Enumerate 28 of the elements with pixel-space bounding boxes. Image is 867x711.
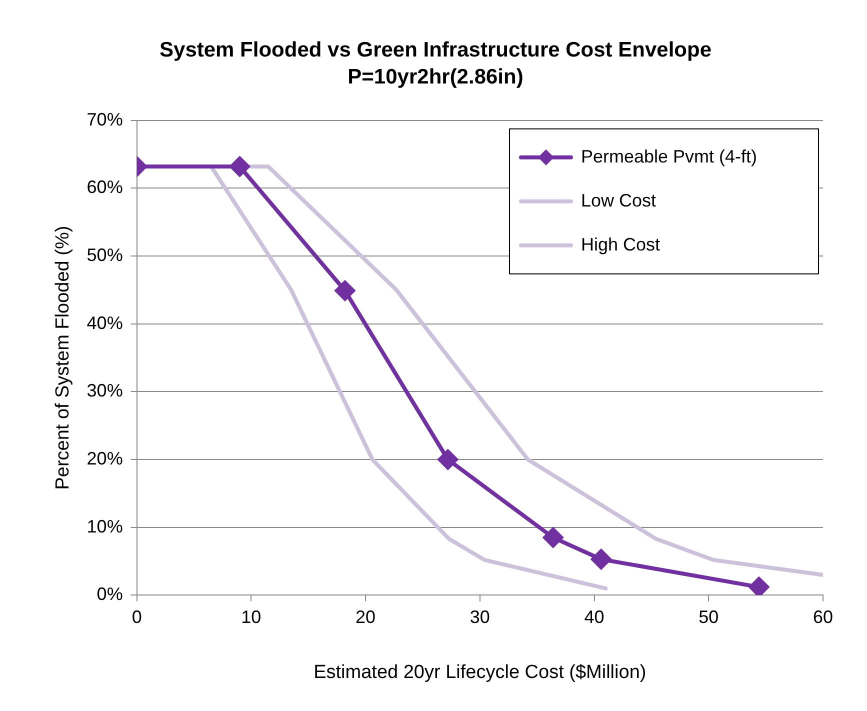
y-tick-label: 70% xyxy=(86,109,123,130)
legend-label: Permeable Pvmt (4-ft) xyxy=(581,146,758,166)
x-tick-label: 50 xyxy=(698,607,719,628)
x-tick-label: 20 xyxy=(356,607,376,628)
x-tick-label: 10 xyxy=(241,607,262,628)
x-axis-title: Estimated 20yr Lifecycle Cost ($Million) xyxy=(314,662,646,683)
y-tick-label: 10% xyxy=(86,516,123,536)
point xyxy=(591,549,612,570)
point xyxy=(230,156,250,177)
y-tick-label: 40% xyxy=(86,312,123,333)
y-tick-label: 0% xyxy=(96,584,123,604)
y-tick-label: 60% xyxy=(86,177,123,198)
y-tick-label: 20% xyxy=(86,448,123,469)
point xyxy=(543,528,564,548)
x-tick-label: 40 xyxy=(584,607,604,628)
x-tick-label: 60 xyxy=(812,607,834,628)
chart-title: System Flooded vs Green Infrastructure Cost Envelope xyxy=(160,38,712,62)
y-tick-label: 30% xyxy=(86,380,123,401)
legend-label: High Cost xyxy=(581,234,660,254)
legend-label: Low Cost xyxy=(581,190,656,210)
x-tick-label: 30 xyxy=(470,607,490,628)
point xyxy=(438,450,458,470)
y-axis-title: Percent of System Flooded (%) xyxy=(52,226,74,490)
point xyxy=(748,577,769,596)
x-tick-label: 0 xyxy=(132,607,142,628)
chart-subtitle: P=10yr2hr(2.86in) xyxy=(348,66,524,89)
y-tick-label: 50% xyxy=(86,245,123,266)
point xyxy=(334,280,355,301)
